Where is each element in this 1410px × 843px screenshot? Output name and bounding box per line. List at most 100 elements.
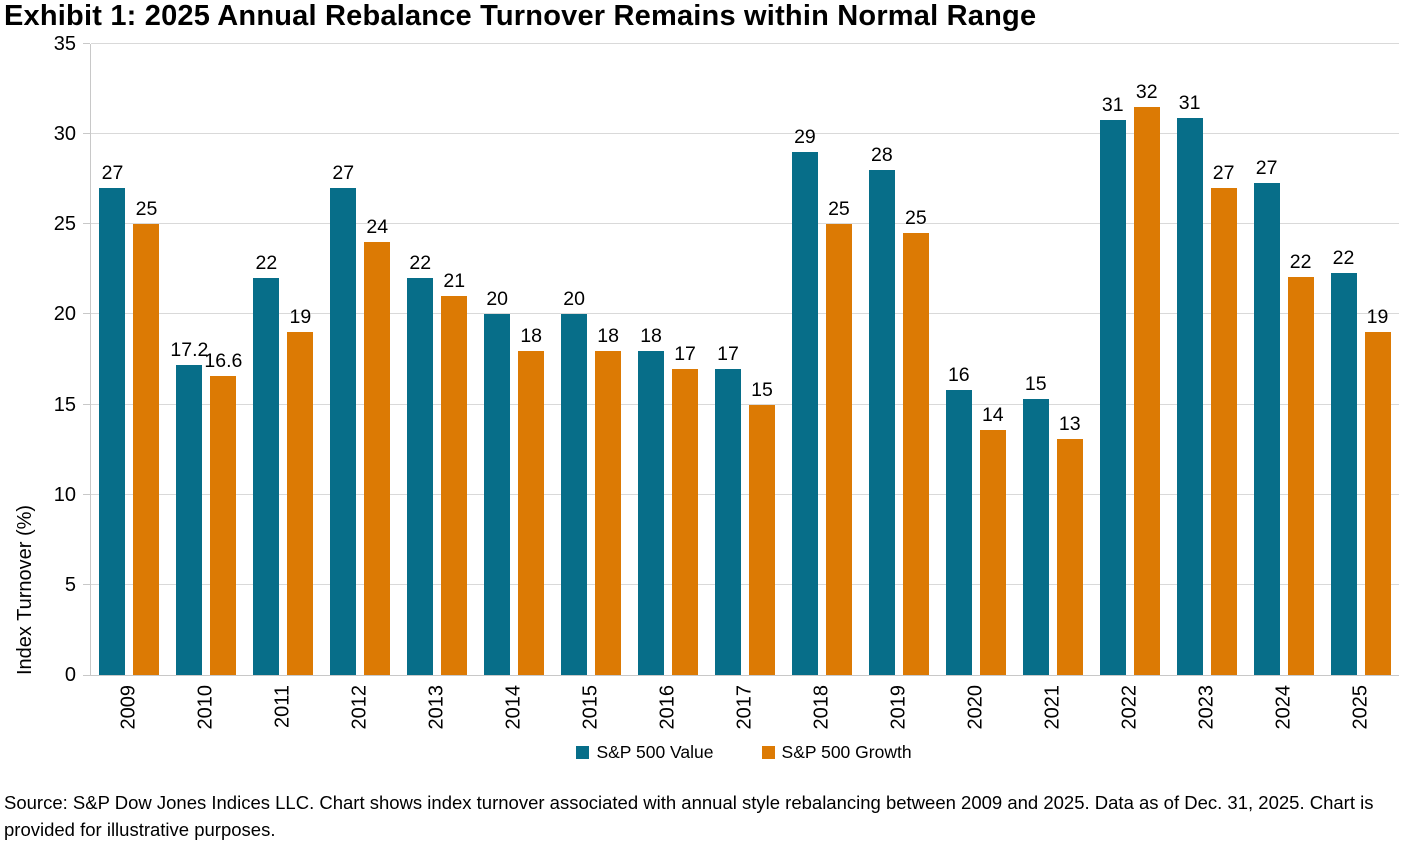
x-axis-label-2024: 2024 (1272, 685, 1295, 730)
gridline (91, 133, 1399, 135)
y-axis-tick-labels: 0 5 10 15 20 25 30 35 (0, 33, 76, 686)
bar-value-label: 15 (751, 378, 773, 401)
bar-group-2018: 29 25 2018 (783, 44, 860, 730)
bar-s-p-500-value-2012: 27 (330, 162, 357, 675)
bar-group-2017: 17 15 2017 (707, 44, 784, 730)
bar-value-label: 27 (1255, 156, 1278, 179)
bar-s-p-500-growth-2024: 22 (1287, 251, 1314, 675)
bar-value-label: 17 (717, 342, 739, 365)
y-tick-label: 5 (64, 573, 76, 596)
bar-s-p-500-growth-2012: 24 (364, 216, 391, 675)
bar-group-2015: 20 18 2015 (553, 44, 630, 730)
y-axis-tick (83, 493, 90, 495)
bar-value-label: 27 (101, 162, 124, 185)
x-axis-label-2012: 2012 (348, 685, 371, 730)
bar-value-label: 31 (1178, 91, 1201, 114)
y-tick-label: 25 (53, 213, 76, 236)
x-axis-label-2025: 2025 (1349, 685, 1372, 730)
x-axis-label-2020: 2020 (964, 685, 987, 730)
bar-group-2016: 18 17 2016 (630, 44, 707, 730)
bar-s-p-500-growth-2009: 25 (133, 198, 160, 675)
legend-label: S&P 500 Growth (781, 742, 912, 762)
x-axis-label-2022: 2022 (1118, 685, 1141, 730)
y-tick-label: 15 (53, 393, 76, 416)
bar-group-2013: 22 21 2013 (399, 44, 476, 730)
bar-s-p-500-growth-2019: 25 (902, 207, 929, 675)
y-axis-tickmarks (83, 43, 90, 676)
bar-s-p-500-growth-2013: 21 (441, 270, 468, 675)
bar-value-label: 25 (905, 207, 927, 230)
bar-value-label: 18 (597, 324, 619, 347)
bar-group-2023: 31 27 2023 (1168, 44, 1245, 730)
x-axis-label-2021: 2021 (1041, 685, 1064, 730)
y-axis-tick (83, 43, 90, 44)
bar-value-label: 21 (443, 270, 466, 293)
bar-s-p-500-growth-2020: 14 (979, 404, 1006, 675)
bar-s-p-500-growth-2025: 19 (1364, 306, 1391, 675)
bar-value-label: 17.2 (170, 338, 209, 361)
bar-s-p-500-growth-2017: 15 (748, 379, 775, 675)
bar-s-p-500-value-2025: 22 (1330, 247, 1357, 675)
y-axis-tick (83, 133, 90, 135)
bar-value-label: 24 (366, 216, 389, 239)
bar-s-p-500-value-2019: 28 (868, 144, 895, 675)
y-tick-label: 35 (53, 33, 76, 55)
bar-s-p-500-growth-2011: 19 (287, 306, 314, 675)
x-axis-label-2010: 2010 (194, 685, 217, 730)
bar-value-label: 29 (794, 126, 816, 149)
gridline (91, 223, 1399, 225)
gridline (91, 493, 1399, 495)
bar-value-label: 22 (255, 252, 278, 275)
y-axis-tick (83, 223, 90, 225)
bar-s-p-500-value-2018: 29 (791, 126, 818, 675)
bar-value-label: 25 (828, 198, 850, 221)
gridline (91, 43, 1399, 44)
source-note: Source: S&P Dow Jones Indices LLC. Chart… (4, 792, 1374, 840)
bar-group-2022: 31 32 2022 (1091, 44, 1168, 730)
bar-group-2019: 28 25 2019 (860, 44, 937, 730)
legend: S&P 500 Value S&P 500 Growth (90, 742, 1398, 763)
bar-group-2014: 20 18 2014 (476, 44, 553, 730)
x-axis-label-2014: 2014 (502, 685, 525, 730)
y-axis-tick (83, 313, 90, 315)
x-axis-label-2013: 2013 (425, 685, 448, 730)
x-axis-label-2018: 2018 (810, 685, 833, 730)
bar-s-p-500-growth-2018: 25 (825, 198, 852, 675)
bar-value-label: 15 (1024, 373, 1047, 396)
legend-swatch-icon (576, 746, 590, 759)
y-axis-tick (83, 675, 90, 676)
bar-value-label: 17 (674, 342, 696, 365)
bar-s-p-500-growth-2021: 13 (1056, 413, 1083, 675)
bar-s-p-500-growth-2022: 32 (1133, 81, 1160, 675)
x-axis-label-2015: 2015 (579, 685, 602, 730)
bar-s-p-500-value-2017: 17 (714, 343, 741, 675)
bar-value-label: 19 (289, 306, 312, 329)
bar-s-p-500-value-2014: 20 (484, 288, 511, 675)
bar-value-label: 16 (947, 364, 970, 387)
bar-group-2012: 27 24 2012 (322, 44, 399, 730)
bar-group-2009: 27 25 2009 (91, 44, 168, 730)
y-tick-label: 10 (53, 483, 76, 506)
bar-value-label: 18 (640, 324, 662, 347)
bar-value-label: 32 (1135, 81, 1158, 104)
y-tick-label: 20 (53, 303, 76, 326)
legend-swatch-icon (761, 746, 775, 759)
bar-value-label: 16.6 (204, 349, 243, 372)
bar-value-label: 14 (981, 403, 1004, 426)
y-axis-tick (83, 583, 90, 585)
bar-value-label: 22 (1332, 246, 1355, 269)
x-axis-label-2017: 2017 (733, 685, 756, 730)
bar-value-label: 22 (1289, 250, 1312, 273)
bar-group-2024: 27 22 2024 (1245, 44, 1322, 730)
bar-s-p-500-value-2016: 18 (638, 325, 665, 675)
bar-s-p-500-value-2011: 22 (253, 252, 280, 675)
bar-value-label: 31 (1101, 93, 1124, 116)
chart-title: Exhibit 1: 2025 Annual Rebalance Turnove… (4, 0, 1037, 32)
y-tick-label: 0 (64, 664, 76, 686)
bar-value-label: 18 (520, 324, 543, 347)
bar-value-label: 13 (1058, 412, 1081, 435)
bar-value-label: 20 (486, 288, 509, 311)
bar-group-2011: 22 19 2011 (245, 44, 322, 728)
x-axis-label-2023: 2023 (1195, 685, 1218, 730)
legend-entry: S&P 500 Growth (761, 742, 912, 763)
